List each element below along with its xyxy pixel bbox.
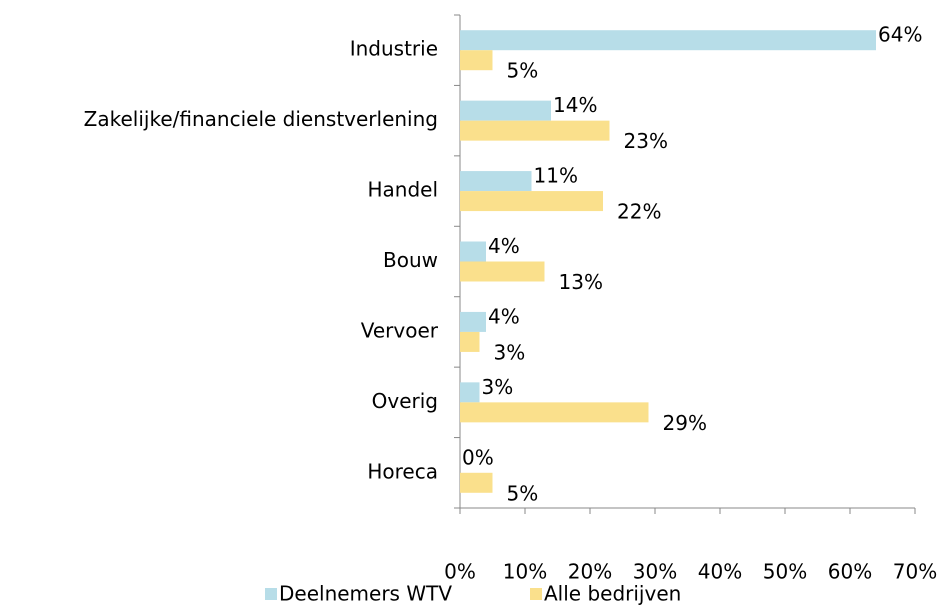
value-label: 4% [488, 304, 520, 328]
value-label: 11% [534, 164, 578, 188]
bar [460, 100, 551, 121]
bar [460, 241, 486, 262]
x-tick-label: 20% [568, 560, 612, 584]
bar [460, 30, 876, 51]
legend-swatch [265, 588, 277, 600]
bar [460, 191, 603, 212]
legend-swatch [530, 588, 542, 600]
bar [460, 331, 480, 352]
y-tick-label: Overig [372, 389, 438, 413]
value-label: 29% [663, 411, 707, 435]
x-tick-label: 10% [503, 560, 547, 584]
bar [460, 50, 493, 71]
value-label: 13% [559, 270, 603, 294]
x-tick-label: 40% [698, 560, 742, 584]
bar [460, 171, 532, 192]
value-label: 3% [482, 375, 514, 399]
value-label: 5% [507, 481, 539, 505]
value-label: 4% [488, 234, 520, 258]
x-tick-label: 0% [444, 560, 476, 584]
x-tick-label: 30% [633, 560, 677, 584]
x-tick-label: 60% [828, 560, 872, 584]
y-tick-label: Bouw [383, 248, 438, 272]
legend-label: Alle bedrijven [544, 582, 681, 606]
y-tick-label: Horeca [367, 459, 438, 483]
legend-label: Deelnemers WTV [279, 582, 452, 606]
y-tick-label: Handel [367, 178, 438, 202]
value-label: 22% [617, 200, 661, 224]
y-tick-label: Zakelijke/financiele dienstverlening [84, 107, 438, 131]
bar [460, 120, 610, 141]
value-label: 14% [553, 93, 597, 117]
bar [460, 472, 493, 493]
bar [460, 311, 486, 332]
bar [460, 261, 545, 282]
value-label: 64% [878, 23, 922, 47]
y-tick-label: Industrie [350, 37, 438, 61]
value-label: 23% [624, 129, 668, 153]
value-label: 0% [462, 445, 494, 469]
x-tick-label: 50% [763, 560, 807, 584]
bar [460, 382, 480, 403]
value-label: 3% [494, 340, 526, 364]
y-tick-label: Vervoer [361, 318, 439, 342]
value-label: 5% [507, 59, 539, 83]
x-tick-label: 70% [893, 560, 937, 584]
bar [460, 402, 649, 423]
